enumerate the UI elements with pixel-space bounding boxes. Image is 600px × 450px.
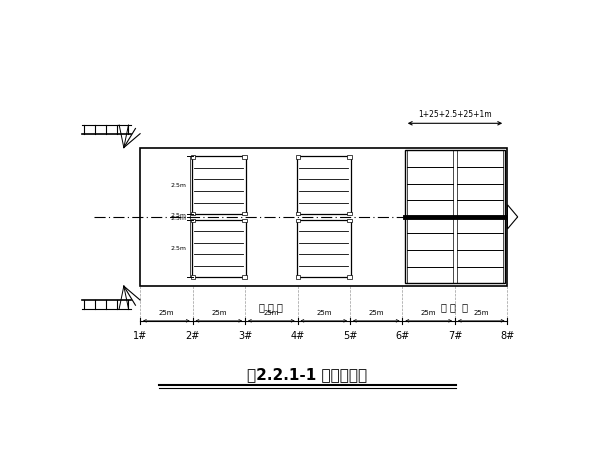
Text: 7#: 7# (448, 331, 462, 341)
Text: 2.5m: 2.5m (170, 213, 187, 218)
Bar (405, 150, 505, 284)
Text: 3#: 3# (238, 331, 252, 341)
Bar (242, 275, 247, 279)
Bar (192, 156, 245, 214)
Bar (191, 275, 196, 279)
Bar (347, 219, 352, 222)
Text: 2.5m: 2.5m (170, 183, 187, 188)
Text: 25m: 25m (473, 310, 489, 316)
Text: 25m: 25m (211, 310, 227, 316)
Bar (347, 212, 352, 215)
Bar (347, 155, 352, 159)
Text: 4#: 4# (290, 331, 305, 341)
Text: 25m: 25m (368, 310, 384, 316)
Text: 25m: 25m (421, 310, 436, 316)
Text: 25m: 25m (316, 310, 332, 316)
Bar (297, 156, 350, 214)
Text: 2#: 2# (185, 331, 200, 341)
Text: 8#: 8# (500, 331, 515, 341)
Bar (296, 155, 300, 159)
Bar (296, 212, 300, 215)
Text: 预 制 区: 预 制 区 (259, 302, 283, 312)
Text: 25m: 25m (263, 310, 279, 316)
Text: 6#: 6# (395, 331, 410, 341)
Text: 5#: 5# (343, 331, 357, 341)
Text: 存 梁  区: 存 梁 区 (442, 302, 469, 312)
Bar (242, 219, 247, 222)
Text: 25m: 25m (158, 310, 174, 316)
Bar (297, 220, 350, 278)
Bar (296, 219, 300, 222)
Text: 1#: 1# (133, 331, 147, 341)
Bar (191, 212, 196, 215)
Bar (192, 220, 245, 278)
Bar (242, 155, 247, 159)
Text: 1+25+2.5+25+1m: 1+25+2.5+25+1m (418, 110, 492, 119)
Bar (191, 155, 196, 159)
Bar (296, 275, 300, 279)
Bar (242, 212, 247, 215)
Polygon shape (508, 205, 518, 229)
Text: 2.5m: 2.5m (170, 246, 187, 251)
Text: 2.5m: 2.5m (170, 216, 187, 221)
Bar (191, 219, 196, 222)
Bar (140, 148, 508, 286)
Text: 图2.2.1-1 预制场布置: 图2.2.1-1 预制场布置 (247, 367, 368, 382)
Bar (347, 275, 352, 279)
